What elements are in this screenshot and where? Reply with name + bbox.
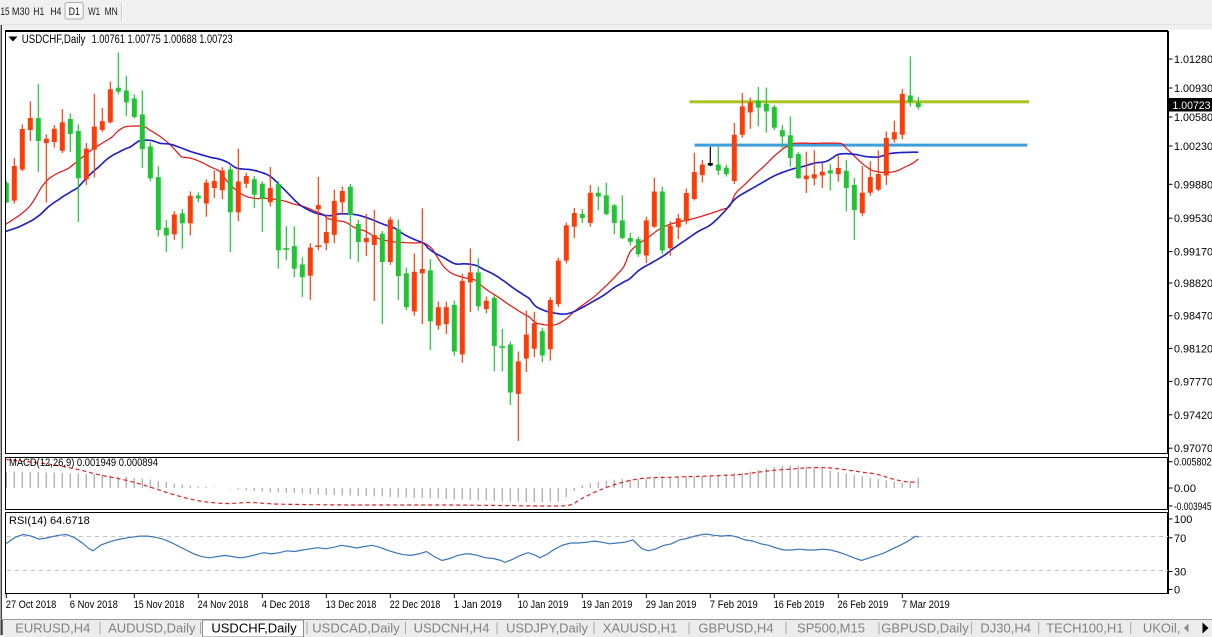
svg-text:RSI(14) 64.6718: RSI(14) 64.6718 [9, 515, 90, 527]
svg-text:0.97070: 0.97070 [1174, 443, 1212, 455]
svg-text:H1: H1 [33, 6, 44, 18]
svg-text:16 Feb 2019: 16 Feb 2019 [774, 599, 825, 611]
svg-text:USDJPY,Daily: USDJPY,Daily [506, 621, 589, 636]
svg-text:W1: W1 [88, 6, 100, 18]
svg-text:30: 30 [1174, 567, 1186, 579]
svg-text:-0.003945: -0.003945 [1174, 501, 1212, 513]
svg-text:DJ30,H4: DJ30,H4 [980, 621, 1031, 636]
svg-text:UKOil,: UKOil, [1143, 621, 1181, 636]
svg-text:24 Nov 2018: 24 Nov 2018 [198, 599, 249, 611]
svg-text:TECH100,H1: TECH100,H1 [1046, 621, 1123, 636]
svg-text:1 Jan 2019: 1 Jan 2019 [454, 599, 502, 611]
svg-text:7 Mar 2019: 7 Mar 2019 [902, 599, 950, 611]
svg-text:H4: H4 [50, 6, 61, 18]
svg-text:26 Feb 2019: 26 Feb 2019 [838, 599, 889, 611]
svg-text:1.00723: 1.00723 [1173, 100, 1211, 112]
svg-text:0.97420: 0.97420 [1174, 410, 1212, 422]
svg-text:MACD(12,26,9) 0.001949 0.00089: MACD(12,26,9) 0.001949 0.000894 [9, 457, 158, 469]
svg-text:SP500,M15: SP500,M15 [797, 621, 865, 636]
svg-text:100: 100 [1174, 514, 1192, 526]
svg-text:GBPUSD,H4: GBPUSD,H4 [698, 621, 773, 636]
svg-text:GBPUSD,Daily: GBPUSD,Daily [881, 621, 969, 636]
svg-text:1.00230: 1.00230 [1174, 141, 1212, 153]
svg-text:4 Dec 2018: 4 Dec 2018 [262, 599, 310, 611]
svg-text:EURUSD,H4: EURUSD,H4 [15, 621, 90, 636]
svg-text:0.99880: 0.99880 [1174, 179, 1212, 191]
svg-text:USDCNH,H4: USDCNH,H4 [414, 621, 490, 636]
svg-text:0.98820: 0.98820 [1174, 278, 1212, 290]
svg-text:0: 0 [1174, 584, 1180, 596]
svg-text:XAUUSD,H1: XAUUSD,H1 [603, 621, 677, 636]
svg-text:MN: MN [105, 6, 118, 18]
svg-text:19 Jan 2019: 19 Jan 2019 [582, 599, 633, 611]
svg-text:M30: M30 [12, 6, 30, 18]
svg-text:10 Jan 2019: 10 Jan 2019 [518, 599, 569, 611]
svg-text:15 Nov 2018: 15 Nov 2018 [134, 599, 185, 611]
svg-text:1.00761 1.00775 1.00688 1.0072: 1.00761 1.00775 1.00688 1.00723 [92, 34, 233, 46]
svg-text:1.01280: 1.01280 [1174, 54, 1212, 66]
svg-text:13 Dec 2018: 13 Dec 2018 [326, 599, 377, 611]
svg-text:0.00: 0.00 [1174, 483, 1196, 495]
svg-text:0.98120: 0.98120 [1174, 343, 1212, 355]
svg-text:USDCAD,Daily: USDCAD,Daily [312, 621, 400, 636]
svg-text:15: 15 [1, 6, 10, 18]
svg-text:0.98470: 0.98470 [1174, 311, 1212, 323]
svg-text:29 Jan 2019: 29 Jan 2019 [646, 599, 697, 611]
svg-text:1.00580: 1.00580 [1174, 112, 1212, 124]
svg-text:70: 70 [1174, 533, 1186, 545]
svg-text:AUDUSD,Daily: AUDUSD,Daily [108, 621, 196, 636]
svg-text:1.00930: 1.00930 [1174, 83, 1212, 95]
svg-text:0.99170: 0.99170 [1174, 247, 1212, 259]
svg-text:27 Oct 2018: 27 Oct 2018 [6, 599, 57, 611]
svg-text:7 Feb 2019: 7 Feb 2019 [710, 599, 758, 611]
svg-text:22 Dec 2018: 22 Dec 2018 [390, 599, 441, 611]
svg-text:USDCHF,Daily: USDCHF,Daily [22, 34, 86, 46]
svg-text:0.99530: 0.99530 [1174, 213, 1212, 225]
svg-text:0.005802: 0.005802 [1174, 457, 1212, 469]
svg-text:0.97770: 0.97770 [1174, 376, 1212, 388]
svg-text:D1: D1 [69, 6, 80, 18]
svg-text:USDCHF,Daily: USDCHF,Daily [211, 621, 297, 636]
svg-text:6 Nov 2018: 6 Nov 2018 [70, 599, 118, 611]
